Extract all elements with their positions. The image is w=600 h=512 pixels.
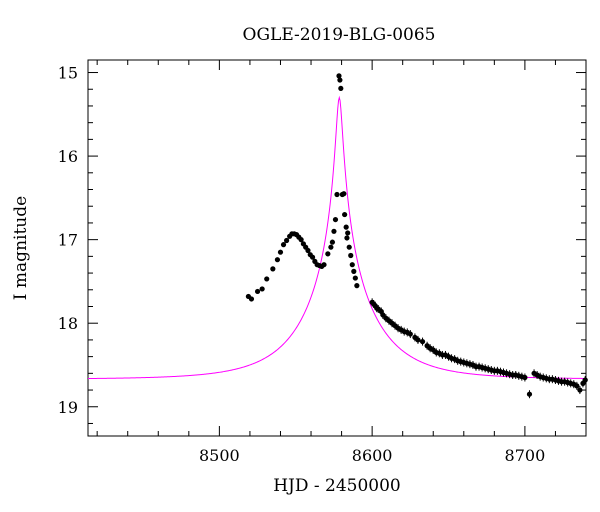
y-tick-label: 19: [58, 398, 78, 417]
data-point: [331, 228, 337, 234]
data-point: [264, 276, 270, 282]
data-point: [582, 377, 588, 383]
data-point: [352, 275, 358, 281]
y-tick-label: 16: [58, 147, 78, 166]
axis-ticks: [88, 60, 587, 436]
data-point: [346, 244, 352, 250]
data-point: [574, 383, 580, 389]
data-point: [522, 374, 528, 381]
data-points-layer: [245, 73, 588, 399]
data-point: [332, 216, 339, 223]
data-point: [577, 387, 583, 393]
x-tick-label: 8500: [199, 446, 240, 465]
data-point: [277, 249, 284, 255]
data-point: [338, 85, 344, 92]
data-point: [334, 191, 340, 198]
data-point: [337, 77, 343, 83]
data-point: [419, 338, 426, 345]
x-tick-label: 8600: [352, 446, 393, 465]
y-tick-label: 17: [58, 231, 78, 250]
model-curve: [87, 95, 587, 380]
data-point: [325, 251, 331, 257]
data-point: [342, 211, 348, 218]
data-point: [270, 266, 276, 272]
data-point: [283, 237, 290, 244]
data-point: [321, 262, 327, 268]
y-tick-label: 18: [58, 314, 78, 333]
data-point: [345, 230, 351, 236]
plot-area: [87, 59, 588, 437]
y-tick-labels: 15 16 17 18 19: [58, 64, 78, 417]
data-point: [329, 239, 336, 245]
data-point: [526, 391, 533, 397]
y-axis-label: I magnitude: [11, 196, 31, 300]
data-point: [248, 296, 255, 302]
x-tick-label: 8700: [505, 446, 546, 465]
chart-title: OGLE-2019-BLG-0065: [243, 25, 436, 45]
data-point: [380, 312, 386, 318]
x-tick-labels: 8500 8600 8700: [199, 446, 545, 465]
data-point: [349, 262, 355, 268]
x-axis-label: HJD - 2450000: [273, 476, 401, 496]
data-point: [274, 257, 281, 263]
data-point: [328, 244, 334, 250]
data-point: [280, 242, 287, 248]
data-point: [348, 252, 354, 259]
data-point: [254, 288, 261, 295]
model-curve-layer: [87, 95, 587, 380]
data-point: [341, 191, 347, 197]
data-point: [344, 235, 350, 241]
data-point: [415, 337, 421, 343]
plot-frame: [87, 59, 587, 437]
y-tick-label: 15: [58, 64, 78, 83]
data-point: [407, 331, 413, 337]
data-point: [351, 268, 357, 274]
data-point: [305, 247, 311, 254]
data-point: [354, 283, 360, 289]
data-point: [309, 254, 316, 260]
data-point: [298, 237, 304, 243]
data-point: [336, 73, 342, 79]
data-point: [343, 224, 349, 230]
data-point: [259, 286, 265, 292]
